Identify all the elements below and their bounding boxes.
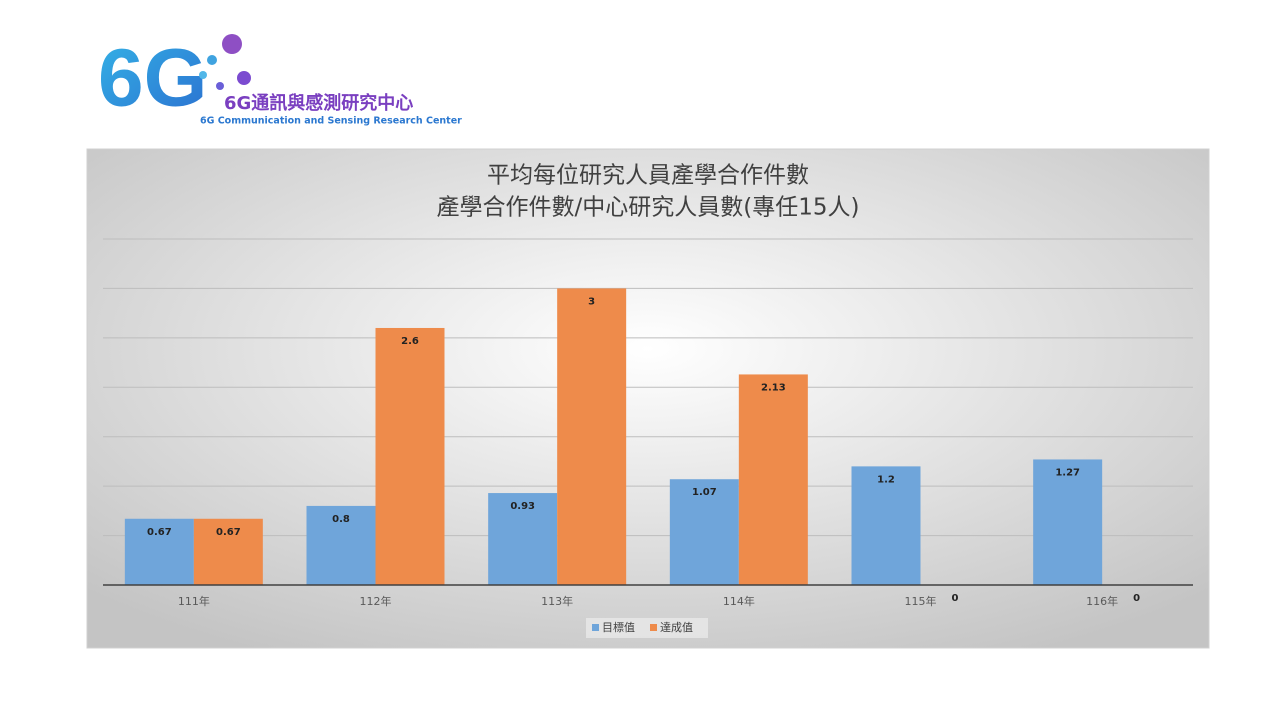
x-tick-label: 113年 (541, 594, 573, 608)
data-label: 0.67 (147, 527, 172, 538)
data-label: 0.93 (510, 501, 535, 512)
data-label: 1.2 (877, 474, 895, 485)
bar (375, 327, 445, 585)
logo-dot (199, 71, 207, 79)
x-tick-label: 111年 (178, 594, 210, 608)
legend-label: 達成值 (660, 621, 693, 634)
chart-area (86, 148, 1210, 649)
logo-mark: 6G (98, 33, 207, 124)
legend-swatch (650, 624, 657, 631)
logo-dot (237, 71, 251, 85)
data-label: 0 (1133, 593, 1140, 604)
legend-label: 目標值 (602, 620, 635, 634)
bar (669, 479, 739, 585)
chart-title: 平均每位研究人員產學合作件數 (487, 163, 809, 189)
data-label: 3 (588, 296, 595, 307)
logo-dot (222, 34, 242, 54)
x-tick-label: 114年 (723, 594, 755, 608)
logo-dot (207, 55, 217, 65)
legend-swatch (592, 624, 599, 631)
bar (557, 288, 627, 585)
plot: 0.67 0.67 111年 0.8 2.6 112年 0.93 3 113年 1.07 2.13 1… (103, 238, 1193, 638)
x-tick-label: 112年 (360, 594, 392, 608)
x-tick-label: 116年 (1086, 594, 1118, 608)
data-label: 2.13 (761, 382, 786, 393)
logo-name: 6G通訊與感測研究中心 (224, 92, 413, 114)
legend-box (586, 618, 708, 638)
data-label: 0.8 (332, 514, 350, 525)
data-label: 2.6 (401, 336, 419, 347)
bar (193, 518, 263, 585)
data-label: 0 (952, 593, 959, 604)
bar (124, 518, 194, 585)
bar (306, 505, 376, 585)
bar (851, 466, 921, 585)
data-label: 1.07 (692, 487, 717, 498)
bar (738, 374, 808, 585)
data-label: 0.67 (216, 527, 241, 538)
logo-english: 6G Communication and Sensing Research Ce… (200, 116, 462, 127)
data-label: 1.27 (1055, 467, 1080, 478)
logo-dot (216, 82, 224, 90)
chart-subtitle: 產學合作件數/中心研究人員數(專任15人) (437, 195, 860, 221)
bar (488, 493, 558, 585)
bar (1033, 459, 1103, 585)
x-tick-label: 115年 (905, 594, 937, 608)
logo: 6G 6G通訊與感測研究中心 6G Communication and Sens… (98, 33, 462, 127)
